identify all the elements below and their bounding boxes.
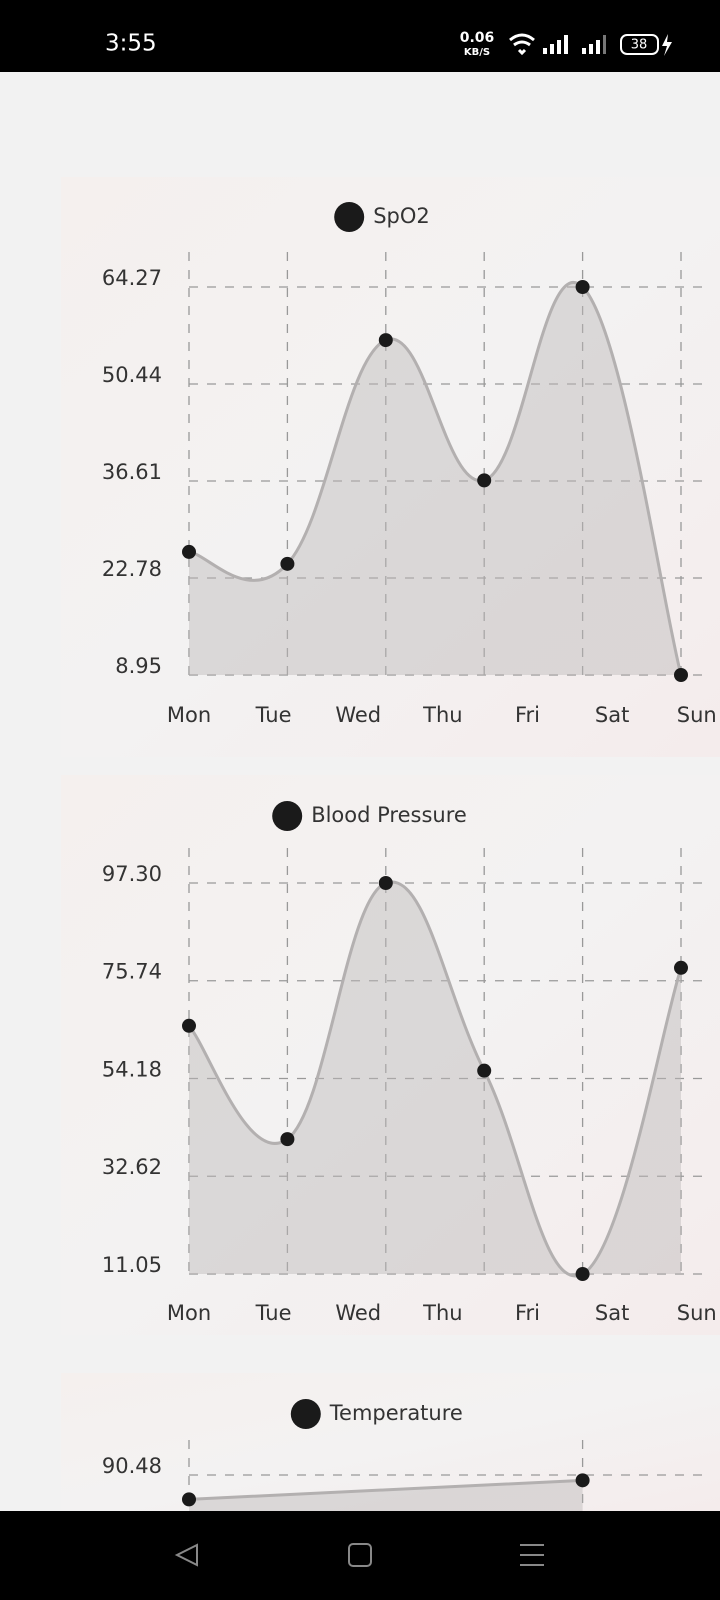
x-tick-label: Mon: [167, 1301, 211, 1325]
y-tick-label: 8.95: [115, 654, 162, 678]
charts: SpO2 8.95 22.78 36.61 50.44 64.27 Mon Tue Wed Thu…: [102, 202, 717, 1511]
battery-icon: [620, 34, 659, 55]
area: [189, 881, 681, 1276]
x-tick-label: Sat: [595, 703, 629, 727]
area: [189, 1480, 583, 1511]
charging-icon: [662, 34, 672, 56]
back-button[interactable]: [174, 1543, 198, 1567]
y-tick-label: 75.74: [102, 960, 162, 984]
x-tick-label: Sun: [677, 1301, 717, 1325]
data-point: [575, 1267, 590, 1281]
net-unit: KB/S: [464, 47, 490, 58]
x-tick-label: Tue: [255, 703, 292, 727]
y-tick-label: 54.18: [102, 1057, 162, 1081]
line: [188, 281, 683, 676]
line: [188, 1478, 583, 1501]
y-tick-label: 97.30: [102, 862, 162, 886]
x-tick-label: Wed: [335, 703, 381, 727]
data-point: [477, 473, 492, 488]
data-point: [182, 544, 196, 559]
data-point: [674, 668, 688, 682]
y-tick-label: 36.61: [102, 460, 162, 484]
menu-button[interactable]: [520, 1544, 544, 1566]
x-tick-label: Sun: [677, 703, 717, 727]
data-point: [477, 1063, 492, 1078]
y-tick-label: 11.05: [102, 1253, 162, 1277]
x-tick-label: Sat: [595, 1301, 629, 1325]
chart-panel: [61, 775, 720, 1335]
data-point: [575, 1473, 590, 1488]
nav-bar: [0, 1511, 720, 1600]
data-point: [378, 333, 393, 348]
x-tick-label: Fri: [515, 1301, 540, 1325]
data-point: [280, 1132, 295, 1147]
home-button[interactable]: [348, 1543, 372, 1567]
legend-marker: [272, 801, 303, 831]
data-point: [378, 876, 393, 890]
x-tick-label: Thu: [422, 1301, 462, 1325]
clock: 3:55: [105, 31, 157, 57]
y-tick-label: 90.48: [102, 1454, 162, 1478]
legend-marker: [290, 1399, 321, 1429]
legend-label: Temperature: [329, 1401, 463, 1425]
data-point: [674, 960, 688, 975]
data-point: [280, 556, 295, 571]
data-point: [182, 1492, 196, 1507]
legend-label: Blood Pressure: [311, 803, 467, 827]
status-bar: [0, 0, 720, 72]
y-tick-label: 64.27: [102, 266, 162, 290]
x-tick-label: Fri: [515, 703, 540, 727]
y-tick-label: 32.62: [102, 1155, 162, 1179]
y-tick-label: 22.78: [102, 557, 162, 581]
legend-marker: [334, 202, 365, 232]
legend-label: SpO2: [373, 204, 430, 228]
signal-icon: [543, 35, 606, 54]
data-point: [182, 1018, 196, 1033]
battery-level: 38: [631, 38, 648, 53]
x-tick-label: Mon: [167, 703, 211, 727]
x-tick-label: Tue: [255, 1301, 292, 1325]
x-tick-label: Wed: [335, 1301, 381, 1325]
y-tick-label: 50.44: [102, 363, 162, 387]
net-speed: 0.06: [460, 30, 495, 46]
wifi-icon: [509, 33, 535, 56]
data-point: [575, 280, 590, 294]
chart-panel: [61, 177, 720, 757]
x-tick-label: Thu: [422, 703, 462, 727]
area: [189, 282, 681, 675]
